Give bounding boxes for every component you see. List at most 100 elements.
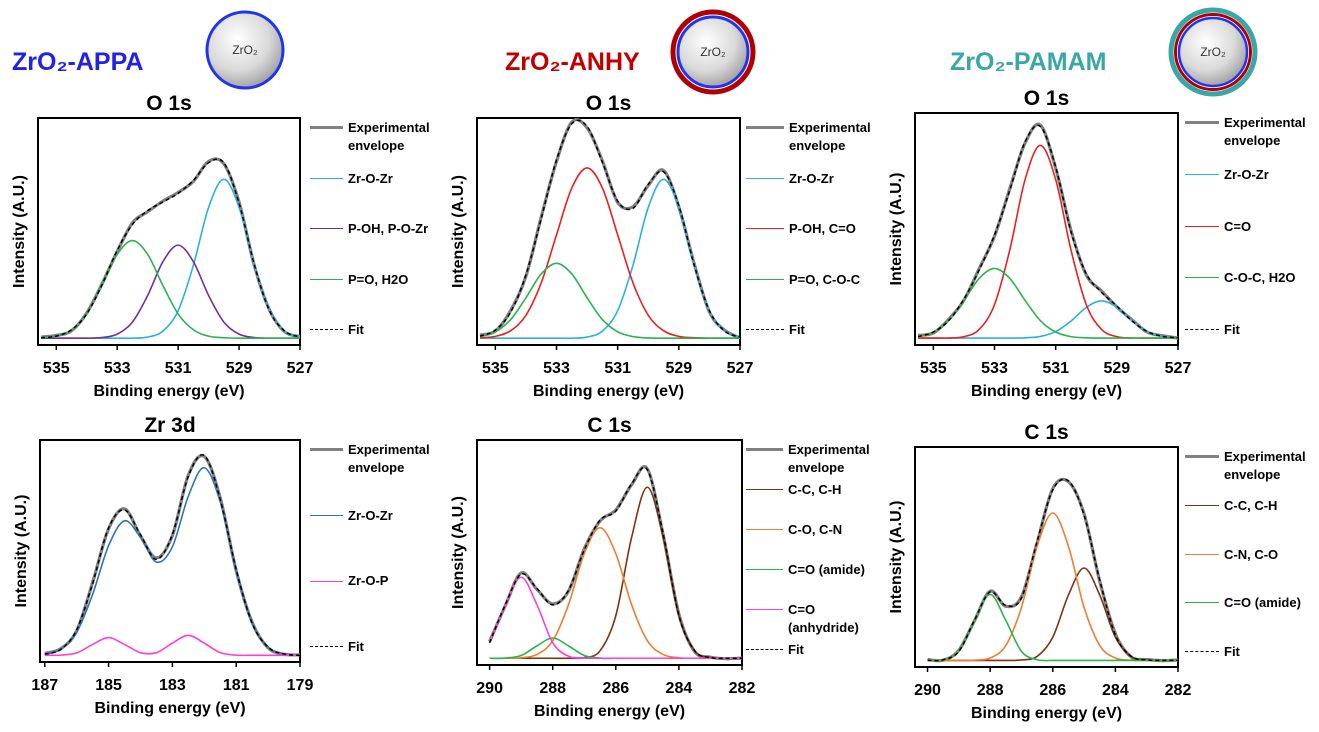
x-axis-label: Binding energy (eV) (94, 700, 245, 717)
particle-icon (676, 15, 750, 89)
legend-item: C=O (anhydride) (746, 601, 886, 637)
legend-swatch (746, 177, 784, 179)
particle-icon (1177, 16, 1249, 88)
legend-item: C-C, C-H (1185, 497, 1319, 515)
legend-item: Experimental envelope (310, 441, 446, 477)
curves (40, 157, 300, 340)
legend-label: C-C, C-H (788, 482, 842, 497)
y-axis-label: Intensity (A.U.) (11, 175, 28, 288)
x-tick-label: 533 (104, 360, 131, 377)
curves (927, 477, 1178, 663)
plot-frame (914, 446, 1179, 668)
x-tick-label: 529 (1103, 360, 1130, 377)
x-tick-label: 531 (604, 360, 631, 377)
x-tick-label: 529 (665, 360, 692, 377)
legend-swatch (310, 126, 343, 130)
legend-item: C-N, C-O (1185, 546, 1319, 564)
legend-item: Fit (746, 641, 886, 659)
x-tick-label: 183 (159, 677, 186, 694)
panel-title: C 1s (1024, 421, 1068, 444)
legend-label: Experimental envelope (788, 442, 870, 475)
legend-swatch (1185, 329, 1219, 331)
x-tick-label: 181 (223, 677, 250, 694)
curves (479, 118, 740, 340)
particle-label: ZrO₂ (1200, 45, 1226, 59)
fit-curve (44, 454, 300, 657)
legend-swatch (1185, 602, 1219, 604)
legend-label: Zr-O-Zr (789, 170, 834, 186)
legend-label: C=O (anhydride) (788, 602, 859, 635)
legend-swatch (310, 448, 343, 452)
x-axis-label: Binding energy (eV) (533, 383, 684, 400)
legend-label: Fit (348, 322, 364, 337)
y-axis-label: Intensity (A.U.) (888, 501, 905, 614)
legend-item: Zr-O-Zr (746, 170, 887, 188)
legend-swatch (746, 278, 784, 280)
particle-shell (1168, 7, 1258, 97)
legend-swatch (310, 580, 343, 582)
legend-item: C=O (1185, 218, 1319, 236)
x-tick-label: 529 (226, 360, 253, 377)
legend-item: Zr-O-Zr (310, 507, 446, 525)
legend-item: Zr-O-P (310, 572, 446, 590)
legend-swatch (310, 514, 343, 516)
panel-title: O 1s (586, 92, 632, 115)
plot-frame (476, 117, 741, 346)
fit-curve (917, 124, 1178, 339)
legend-label: C-N, C-O (1224, 546, 1279, 562)
plot-frame (476, 439, 743, 666)
legend-label: Fit (1224, 644, 1240, 659)
legend-item: Fit (746, 321, 887, 339)
legend-swatch (746, 649, 783, 651)
legend-item: C-O-C, H2O (1185, 269, 1319, 287)
curves (488, 465, 742, 661)
x-tick-label: 533 (981, 360, 1008, 377)
x-tick-label: 290 (914, 682, 941, 699)
x-tick-label: 533 (543, 360, 570, 377)
y-axis-label: Intensity (A.U.) (888, 173, 905, 286)
legend-item: P=O, H2O (310, 271, 446, 289)
component-curve (488, 576, 742, 660)
x-axis-label: Binding energy (eV) (971, 705, 1122, 722)
plot-frame (37, 117, 301, 346)
y-axis-label: Intensity (A.U.) (13, 495, 30, 608)
x-tick-label: 531 (165, 360, 192, 377)
legend-label: Experimental envelope (789, 120, 871, 153)
x-tick-label: 286 (1039, 682, 1066, 699)
legend-item: Experimental envelope (310, 119, 446, 155)
legend-swatch (1185, 504, 1219, 506)
y-axis-label: Intensity (A.U.) (450, 496, 467, 609)
x-tick-label: 535 (482, 360, 509, 377)
legend-swatch (1185, 455, 1219, 459)
particle-shell (1174, 13, 1252, 91)
legend-item: Fit (310, 321, 446, 339)
legend-label: P-OH, P-O-Zr (348, 221, 429, 236)
panel-title: C 1s (587, 414, 631, 437)
legend-label: C-O, C-N (788, 522, 843, 537)
legend-swatch (1185, 173, 1219, 175)
x-axis-label: Binding energy (eV) (534, 703, 685, 720)
fit-curve (488, 466, 742, 660)
legend-swatch (310, 278, 343, 280)
x-axis-label: Binding energy (eV) (93, 383, 244, 400)
legend-swatch (1185, 277, 1219, 279)
legend-label: Experimental envelope (1224, 115, 1306, 148)
x-tick-label: 187 (31, 677, 58, 694)
x-tick-label: 179 (287, 677, 314, 694)
legend-label: C=O (amide) (1224, 595, 1301, 611)
legend-label: C-O-C, H2O (1224, 270, 1296, 286)
legend-item: P-OH, C=O (746, 220, 887, 238)
panel-title: Zr 3d (144, 414, 195, 437)
fit-curve (40, 158, 300, 339)
legend-label: Experimental envelope (348, 442, 430, 475)
particle-label: ZrO₂ (700, 45, 726, 59)
legend-label: P-OH, C=O (789, 221, 856, 236)
curves (917, 122, 1178, 340)
legend-swatch (746, 609, 783, 611)
legend-item: C=O (amide) (746, 561, 886, 579)
legend-item: C-C, C-H (746, 481, 886, 499)
legend-swatch (310, 329, 343, 331)
legend-label: Fit (789, 322, 805, 337)
